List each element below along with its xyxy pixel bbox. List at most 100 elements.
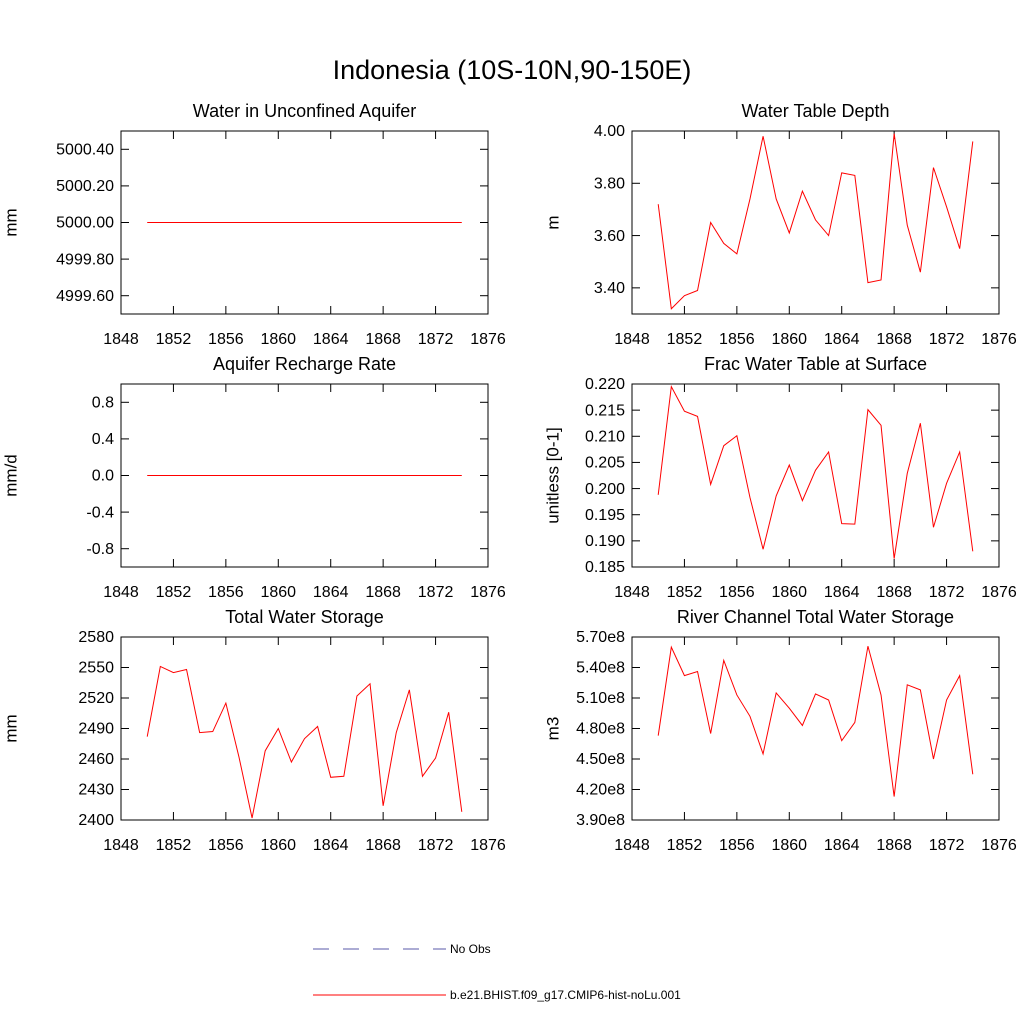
legend-label: No Obs (450, 942, 491, 956)
x-tick-label: 1860 (260, 584, 296, 601)
y-tick-label: 5000.00 (56, 215, 114, 232)
panel-title: Frac Water Table at Surface (704, 354, 927, 374)
y-tick-label: 3.90e8 (576, 812, 625, 829)
y-tick-label: 0.195 (585, 507, 625, 524)
x-tick-label: 1864 (313, 331, 349, 348)
x-tick-label: 1860 (771, 331, 807, 348)
x-tick-label: 1876 (470, 837, 506, 854)
x-tick-label: 1872 (418, 331, 454, 348)
y-tick-label: 4.50e8 (576, 751, 625, 768)
x-tick-label: 1848 (614, 837, 650, 854)
y-tick-label: -0.8 (86, 541, 114, 558)
x-tick-label: 1856 (208, 331, 244, 348)
x-tick-label: 1852 (156, 584, 192, 601)
x-tick-label: 1872 (418, 584, 454, 601)
x-tick-label: 1860 (771, 837, 807, 854)
y-tick-label: 4.80e8 (576, 721, 625, 738)
x-tick-label: 1876 (981, 331, 1017, 348)
x-tick-label: 1864 (824, 331, 860, 348)
y-axis-label: m (543, 215, 562, 229)
y-tick-label: 2490 (78, 721, 114, 738)
panel-title: Water in Unconfined Aquifer (193, 101, 416, 121)
x-tick-label: 1864 (824, 584, 860, 601)
x-tick-label: 1864 (313, 584, 349, 601)
panel-title: Water Table Depth (741, 101, 889, 121)
x-tick-label: 1864 (824, 837, 860, 854)
y-axis-label: unitless [0-1] (543, 427, 562, 523)
x-tick-label: 1876 (470, 331, 506, 348)
x-tick-label: 1848 (103, 584, 139, 601)
y-tick-label: 2460 (78, 751, 114, 768)
panel-title: River Channel Total Water Storage (677, 607, 954, 627)
y-tick-label: 5000.40 (56, 142, 114, 159)
x-tick-label: 1852 (667, 331, 703, 348)
data-line (657, 645, 974, 797)
y-tick-label: -0.4 (86, 504, 114, 521)
x-tick-label: 1860 (771, 584, 807, 601)
y-tick-label: 2550 (78, 660, 114, 677)
y-tick-label: 4999.80 (56, 251, 114, 268)
y-tick-label: 0.4 (92, 431, 114, 448)
y-axis-label: m3 (543, 717, 562, 741)
x-tick-label: 1876 (981, 584, 1017, 601)
x-tick-label: 1848 (614, 331, 650, 348)
y-tick-label: 0.215 (585, 402, 625, 419)
y-tick-label: 5.40e8 (576, 660, 625, 677)
y-tick-label: 5000.20 (56, 178, 114, 195)
x-tick-label: 1868 (876, 584, 912, 601)
y-tick-label: 2580 (78, 629, 114, 646)
x-tick-label: 1872 (929, 837, 965, 854)
x-tick-label: 1860 (260, 837, 296, 854)
y-axis-label: mm/d (1, 454, 20, 497)
y-tick-label: 0.210 (585, 429, 625, 446)
x-tick-label: 1872 (418, 837, 454, 854)
x-tick-label: 1856 (719, 837, 755, 854)
y-tick-label: 0.205 (585, 455, 625, 472)
x-tick-label: 1856 (719, 584, 755, 601)
y-tick-label: 2400 (78, 812, 114, 829)
x-tick-label: 1848 (103, 837, 139, 854)
x-tick-label: 1848 (103, 331, 139, 348)
data-line (657, 133, 974, 310)
y-tick-label: 0.185 (585, 559, 625, 576)
x-tick-label: 1872 (929, 584, 965, 601)
x-tick-label: 1868 (365, 584, 401, 601)
x-tick-label: 1852 (667, 837, 703, 854)
x-tick-label: 1856 (208, 584, 244, 601)
y-tick-label: 3.40 (594, 280, 625, 297)
x-tick-label: 1864 (313, 837, 349, 854)
x-tick-label: 1876 (470, 584, 506, 601)
x-tick-label: 1852 (156, 331, 192, 348)
plot-frame (631, 130, 1000, 315)
y-tick-label: 4.00 (594, 123, 625, 140)
x-tick-label: 1872 (929, 331, 965, 348)
y-tick-label: 0.190 (585, 533, 625, 550)
y-tick-label: 4999.60 (56, 288, 114, 305)
y-tick-label: 0.0 (92, 468, 114, 485)
y-tick-label: 5.10e8 (576, 690, 625, 707)
panel-title: Aquifer Recharge Rate (213, 354, 396, 374)
y-tick-label: 2520 (78, 690, 114, 707)
y-tick-label: 3.60 (594, 228, 625, 245)
y-tick-label: 3.80 (594, 176, 625, 193)
x-tick-label: 1868 (365, 331, 401, 348)
y-tick-label: 0.8 (92, 395, 114, 412)
x-tick-label: 1852 (156, 837, 192, 854)
x-tick-label: 1868 (365, 837, 401, 854)
panel-title: Total Water Storage (225, 607, 383, 627)
x-tick-label: 1868 (876, 837, 912, 854)
x-tick-label: 1856 (719, 331, 755, 348)
data-line (657, 384, 974, 559)
x-tick-label: 1868 (876, 331, 912, 348)
plot-frame (631, 383, 1000, 568)
x-tick-label: 1856 (208, 837, 244, 854)
x-tick-label: 1860 (260, 331, 296, 348)
x-tick-label: 1848 (614, 584, 650, 601)
data-line (146, 665, 463, 819)
y-tick-label: 0.220 (585, 376, 625, 393)
y-tick-label: 0.200 (585, 481, 625, 498)
y-axis-label: mm (1, 714, 20, 742)
y-axis-label: mm (1, 208, 20, 236)
